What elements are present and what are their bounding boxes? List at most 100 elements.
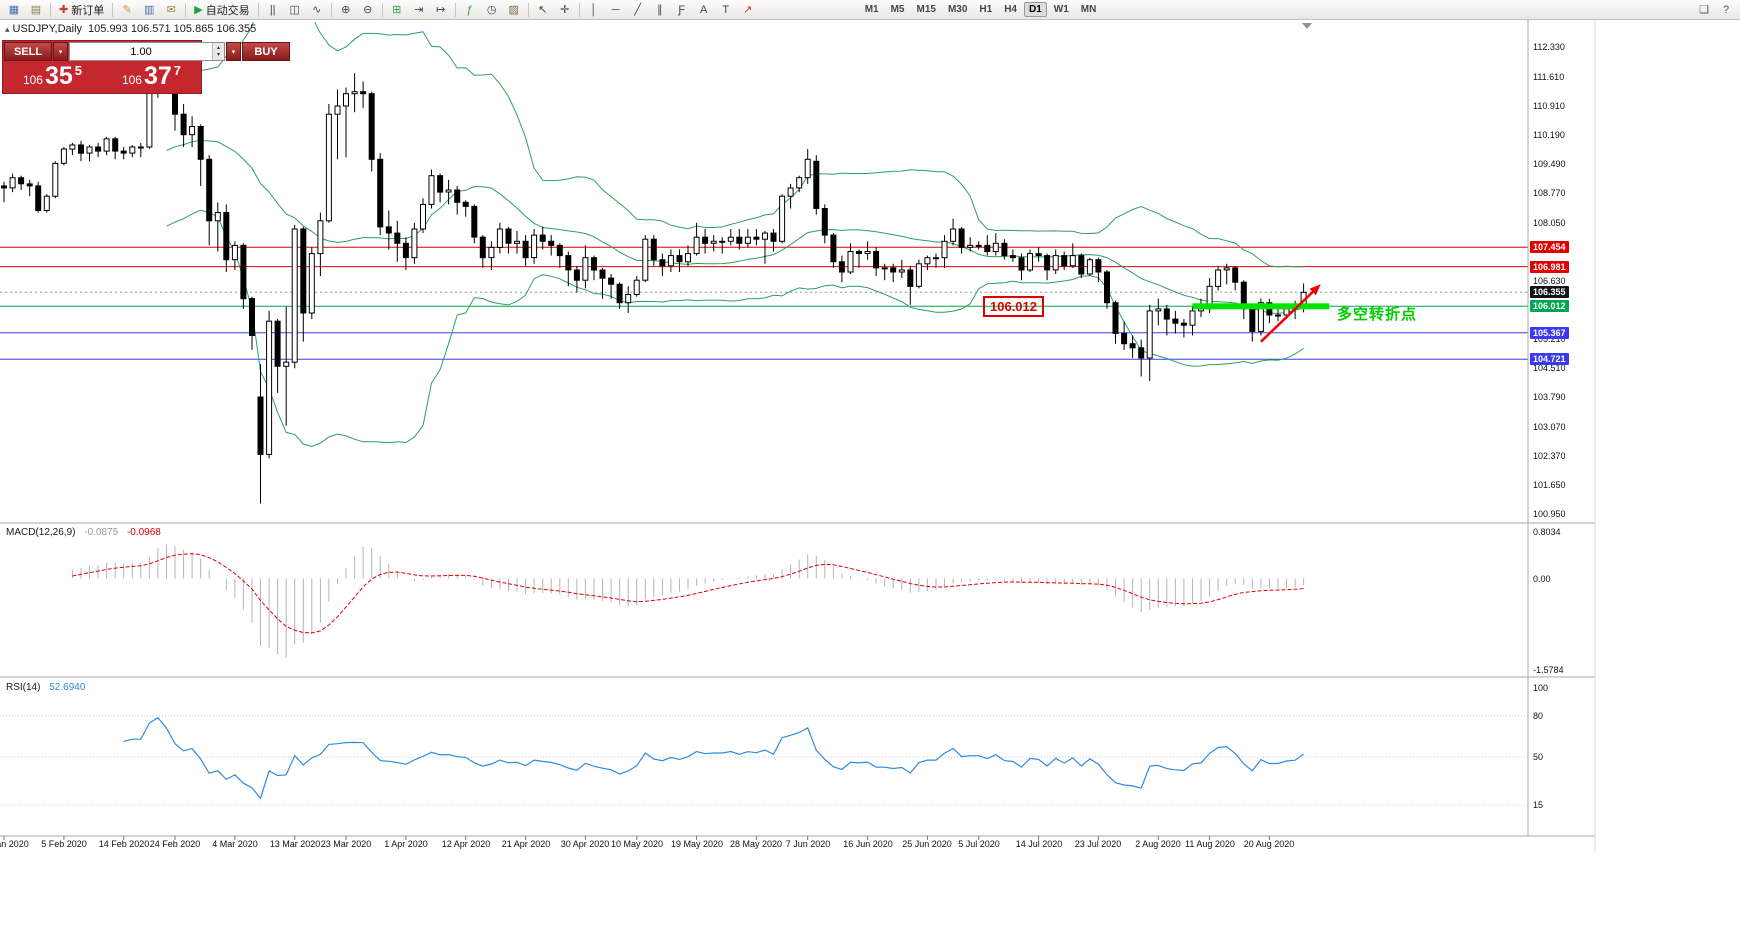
sell-price-prefix: 106 (22, 73, 43, 87)
chart-shift-icon[interactable]: ↦ (436, 4, 446, 16)
time-axis-label: 16 Jun 2020 (843, 839, 893, 849)
market-watch-icon[interactable]: ▥ (144, 4, 155, 16)
time-axis-label: 25 Jun 2020 (902, 839, 952, 849)
crosshair-icon[interactable]: ✛ (560, 4, 570, 16)
new-order-button-label: 新订单 (71, 4, 105, 17)
rsi-axis-label: 50 (1533, 752, 1544, 762)
buy-button[interactable]: BUY (242, 42, 290, 61)
bar-chart-icon[interactable]: || (269, 3, 276, 16)
rsi-panel-content (0, 715, 1528, 806)
timeframe-h1-button[interactable]: H1 (979, 4, 993, 15)
metaeditor-icon[interactable]: ✎ (122, 4, 132, 16)
timeframe-d1-button[interactable]: D1 (1024, 2, 1047, 17)
time-axis-label: 27 Jan 2020 (0, 839, 29, 849)
chart-ohlc-readout: 105.993 106.571 105.865 106.355 (88, 23, 257, 35)
time-axis-label: 4 Mar 2020 (212, 839, 258, 849)
new-order-button[interactable]: ✚ 新订单 (55, 2, 108, 18)
rsi-line (123, 716, 1304, 800)
price-axis-price-box: 106.981 (1530, 261, 1569, 273)
sell-button[interactable]: SELL (4, 42, 52, 61)
candlestick-chart-icon[interactable]: ◫ (289, 4, 300, 16)
price-axis-label: 111.610 (1533, 72, 1565, 82)
indicators-icon[interactable]: ƒ (466, 3, 473, 16)
mailbox-icon[interactable]: ✉ (166, 4, 176, 16)
cursor-icon[interactable]: ↖ (538, 4, 548, 16)
one-click-collapse-icon[interactable]: ▴ (5, 24, 10, 34)
time-axis-label: 21 Apr 2020 (501, 839, 551, 849)
timeframe-m15-button[interactable]: M15 (916, 4, 936, 15)
auto-trading-button-label: 自动交易 (205, 4, 250, 17)
time-axis-label: 14 Feb 2020 (98, 839, 150, 849)
help-icon[interactable]: ? (1722, 3, 1730, 16)
volume-up-icon[interactable]: ▴ (216, 44, 220, 51)
price-axis-label: 100.950 (1533, 509, 1566, 519)
volume-input[interactable] (70, 43, 212, 60)
buy-price-quote[interactable]: 106 37 7 (102, 63, 201, 89)
equidistant-channel-icon[interactable]: ∥ (656, 4, 663, 16)
price-axis[interactable]: 112.330 111.610 110.910 110.190 109.490 108.7… (1529, 0, 1599, 949)
sell-caret-icon[interactable]: ▾ (53, 42, 68, 61)
auto-scroll-icon[interactable]: ⇥ (414, 4, 424, 16)
time-axis-label: 11 Aug 2020 (1185, 839, 1235, 849)
tile-windows-icon[interactable]: ⊞ (392, 4, 402, 16)
rsi-axis-label: 15 (1533, 800, 1544, 810)
timeframe-h4-button[interactable]: H4 (1004, 4, 1017, 15)
auto-trading-icon: ▶ (194, 4, 203, 16)
time-axis-label: 14 Jul 2020 (1015, 839, 1063, 849)
vertical-line-icon[interactable]: │ (590, 3, 598, 16)
price-level-annotation[interactable]: 106.012 (983, 296, 1044, 317)
price-axis-price-box: 107.454 (1530, 241, 1569, 253)
sell-price-quote[interactable]: 106 35 5 (3, 63, 102, 89)
trade-controls-row: SELL ▾ ▴ ▾ ▾ BUY (3, 41, 290, 62)
toolbar-separator (185, 2, 187, 17)
periods-icon[interactable]: ◷ (486, 4, 497, 16)
volume-down-icon[interactable]: ▾ (216, 51, 220, 58)
text-icon[interactable]: A (700, 3, 708, 16)
sell-price-pip: 5 (74, 63, 83, 78)
time-axis-label: 13 Mar 2020 (269, 839, 321, 849)
line-chart-icon[interactable]: ∿ (312, 4, 322, 16)
time-axis-label: 7 Jun 2020 (785, 839, 831, 849)
timeframe-m1-button[interactable]: M1 (864, 4, 879, 15)
bollinger-upper-band (166, 22, 1304, 268)
arrows-icon[interactable]: ↗ (743, 4, 753, 16)
new-chart-icon[interactable]: ▦ (8, 4, 20, 16)
turning-point-annotation[interactable]: 多空转折点 (1337, 306, 1418, 323)
timeframe-mn-button[interactable]: MN (1080, 4, 1097, 15)
rsi-value: 52.6940 (49, 682, 86, 693)
text-label-icon[interactable]: T (722, 3, 730, 16)
auto-trading-button[interactable]: ▶ 自动交易 (190, 2, 253, 18)
price-axis-price-box: 106.012 (1530, 300, 1569, 312)
buy-caret-icon[interactable]: ▾ (226, 42, 241, 61)
price-axis-price-box: 104.721 (1530, 353, 1569, 365)
zoom-out-icon[interactable]: ⊖ (363, 4, 373, 16)
panel-separators[interactable] (0, 18, 1596, 852)
price-axis-price-box: 106.355 (1530, 286, 1569, 298)
volume-spinner[interactable]: ▴ ▾ (212, 43, 224, 60)
time-axis-label: 24 Feb 2020 (149, 839, 201, 849)
timeframe-w1-button[interactable]: W1 (1053, 4, 1069, 15)
main-toolbar: ▦ ▤ ✚ 新订单 ✎ ▥ ✉ ▶ 自动交易 || ◫ ∿ ⊕ ⊖ ⊞ ⇥ ↦ ƒ ◷ ▨ ↖ ✛ │ ─ ╱ ∥ Ƒ A T ↗ M1 M5… (0, 0, 1740, 20)
toolbar-right-group: ❏? (1693, 1, 1737, 19)
docking-icon[interactable]: ❏ (1699, 4, 1709, 16)
macd-indicator-label: MACD(12,26,9) -0.0875 -0.0968 (6, 527, 161, 538)
fibonacci-icon[interactable]: Ƒ (678, 3, 686, 16)
trendline-icon[interactable]: ╱ (634, 4, 641, 16)
zoom-in-icon[interactable]: ⊕ (341, 4, 351, 16)
templates-icon[interactable]: ▨ (508, 4, 519, 16)
toolbar-separator (381, 2, 383, 17)
chart-shift-marker[interactable] (1302, 23, 1312, 29)
trend-arrow[interactable] (1260, 284, 1321, 343)
macd-axis-label: -1.5784 (1533, 665, 1564, 675)
time-axis-label: 5 Jul 2020 (958, 839, 1000, 849)
timeframe-m30-button[interactable]: M30 (947, 4, 968, 15)
horizontal-line-icon[interactable]: ─ (611, 3, 620, 16)
timeframe-m5-button[interactable]: M5 (890, 4, 905, 15)
trade-quotes-row: 106 35 5 106 37 7 (3, 62, 201, 93)
toolbar-separator (50, 2, 51, 17)
profiles-icon[interactable]: ▤ (30, 4, 42, 16)
support-segment-line[interactable] (1192, 303, 1330, 310)
